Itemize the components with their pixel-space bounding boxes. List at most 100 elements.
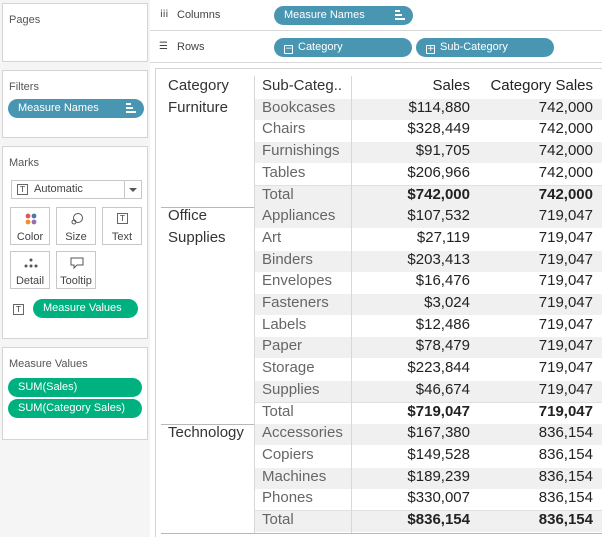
collapse-icon[interactable]: − — [284, 44, 293, 54]
header-category-sales: Category Sales — [490, 77, 593, 94]
row-band — [254, 250, 602, 272]
sub-category-cell: Binders — [262, 250, 313, 268]
size-icon — [71, 213, 83, 225]
row-band — [254, 142, 602, 164]
category-sales-cell: 719,047 — [538, 380, 593, 398]
category-sales-cell: 719,047 — [538, 294, 593, 311]
sub-category-cell: Storage — [262, 359, 315, 377]
sub-category-cell: Supplies — [262, 380, 320, 398]
total-label: Total — [262, 185, 294, 203]
color-button[interactable]: Color — [10, 207, 50, 245]
mark-type-value: Automatic — [34, 183, 83, 195]
columns-pill-measure-names[interactable]: Measure Names — [274, 6, 413, 25]
sub-category-cell: Art — [262, 228, 282, 246]
rows-pill-category[interactable]: − Category — [274, 38, 412, 57]
sales-cell: $114,880 — [408, 98, 470, 116]
sort-icon — [126, 103, 136, 113]
category-sales-cell: 719,047 — [538, 315, 593, 333]
tooltip-label: Tooltip — [60, 275, 92, 287]
category-sales-cell: 836,154 — [538, 467, 593, 485]
total-label: Total — [262, 511, 294, 528]
category-sales-cell: 742,000 — [538, 120, 593, 138]
rows-icon: ☰ — [159, 41, 168, 52]
category-sales-cell: 742,000 — [538, 142, 593, 160]
sub-category-cell: Fasteners — [262, 294, 329, 311]
measure-values-card: Measure Values SUM(Sales) SUM(Category S… — [2, 347, 148, 440]
text-label: Text — [111, 231, 133, 243]
total-row-divider — [254, 184, 602, 186]
total-row-divider — [254, 510, 602, 511]
measure-pill-sum-category-sales[interactable]: SUM(Category Sales) — [8, 399, 142, 418]
row-band — [254, 511, 602, 532]
expand-icon[interactable]: + — [426, 44, 435, 54]
category-sales-cell: 836,154 — [538, 489, 593, 507]
filter-pill-label: Measure Names — [18, 102, 99, 114]
rows-shelf-label: Rows — [177, 41, 205, 53]
sales-cell: $46,674 — [415, 380, 470, 398]
sub-category-cell: Paper — [262, 337, 303, 355]
sub-category-cell: Machines — [262, 467, 327, 485]
measure-pill-sum-sales[interactable]: SUM(Sales) — [8, 378, 142, 397]
chevron-down-icon[interactable] — [124, 181, 141, 198]
total-category-sales-cell: 719,047 — [538, 402, 593, 420]
row-band — [254, 294, 602, 315]
row-band — [254, 185, 602, 207]
color-icon — [25, 213, 37, 225]
group-separator — [161, 532, 602, 534]
sales-cell: $328,449 — [407, 120, 470, 138]
total-sales-cell: $719,047 — [407, 402, 470, 420]
sales-cell: $206,966 — [407, 163, 470, 181]
sales-cell: $12,486 — [415, 315, 470, 333]
row-band — [254, 98, 602, 120]
total-label: Total — [262, 402, 294, 420]
row-band — [254, 467, 602, 489]
sub-category-cell: Phones — [262, 489, 313, 507]
text-button[interactable]: T Text — [102, 207, 142, 245]
size-label: Size — [65, 231, 87, 243]
filter-pill-measure-names[interactable]: Measure Names — [8, 99, 144, 118]
row-band — [254, 424, 602, 446]
tooltip-button[interactable]: Tooltip — [56, 251, 96, 289]
category-sales-cell: 836,154 — [538, 424, 593, 442]
pages-card[interactable]: Pages — [2, 3, 148, 62]
crosstab-view[interactable]: Category Sub-Categ.. Sales Category Sales Bo… — [155, 68, 602, 537]
detail-label: Detail — [15, 275, 45, 287]
header-sub-category: Sub-Categ.. — [262, 77, 343, 94]
sub-category-cell: Accessories — [262, 424, 343, 442]
left-sidebar: Pages Filters Measure Names Marks T Auto… — [0, 0, 150, 537]
total-category-sales-cell: 836,154 — [538, 511, 593, 528]
mark-type-dropdown[interactable]: T Automatic — [11, 180, 142, 199]
text-icon: T — [117, 213, 128, 224]
filters-card[interactable]: Filters Measure Names — [2, 70, 148, 138]
size-button[interactable]: Size — [56, 207, 96, 245]
category-sales-cell: 742,000 — [538, 98, 593, 116]
sort-icon — [395, 10, 405, 20]
category-cell: Technology — [168, 424, 244, 442]
columns-icon: iii — [160, 9, 169, 20]
detail-button[interactable]: Detail — [10, 251, 50, 289]
shelf-divider — [150, 62, 602, 63]
rows-pill-label: Category — [298, 41, 343, 53]
marks-title: Marks — [9, 157, 39, 169]
row-band — [254, 207, 602, 229]
sub-category-cell: Bookcases — [262, 98, 336, 116]
total-row-divider — [254, 401, 602, 403]
sales-cell: $149,528 — [407, 445, 470, 463]
color-label: Color — [16, 231, 44, 243]
category-sales-cell: 742,000 — [538, 163, 593, 181]
sales-cell: $3,024 — [424, 294, 470, 311]
sales-cell: $203,413 — [407, 250, 470, 268]
total-category-sales-cell: 742,000 — [538, 185, 593, 203]
marks-pill-label: Measure Values — [43, 302, 122, 314]
header-sales: Sales — [432, 77, 470, 94]
sales-cell: $91,705 — [415, 142, 470, 160]
header-category: Category — [168, 77, 229, 94]
sales-cell: $167,380 — [407, 424, 470, 442]
sub-category-cell: Appliances — [262, 207, 336, 225]
sub-category-cell: Copiers — [262, 445, 314, 463]
marks-pill-measure-values[interactable]: Measure Values — [33, 299, 138, 318]
columns-shelf-label: Columns — [177, 9, 221, 21]
category-sales-cell: 719,047 — [538, 250, 593, 268]
sales-cell: $27,119 — [416, 228, 470, 246]
rows-pill-sub-category[interactable]: + Sub-Category — [416, 38, 554, 57]
